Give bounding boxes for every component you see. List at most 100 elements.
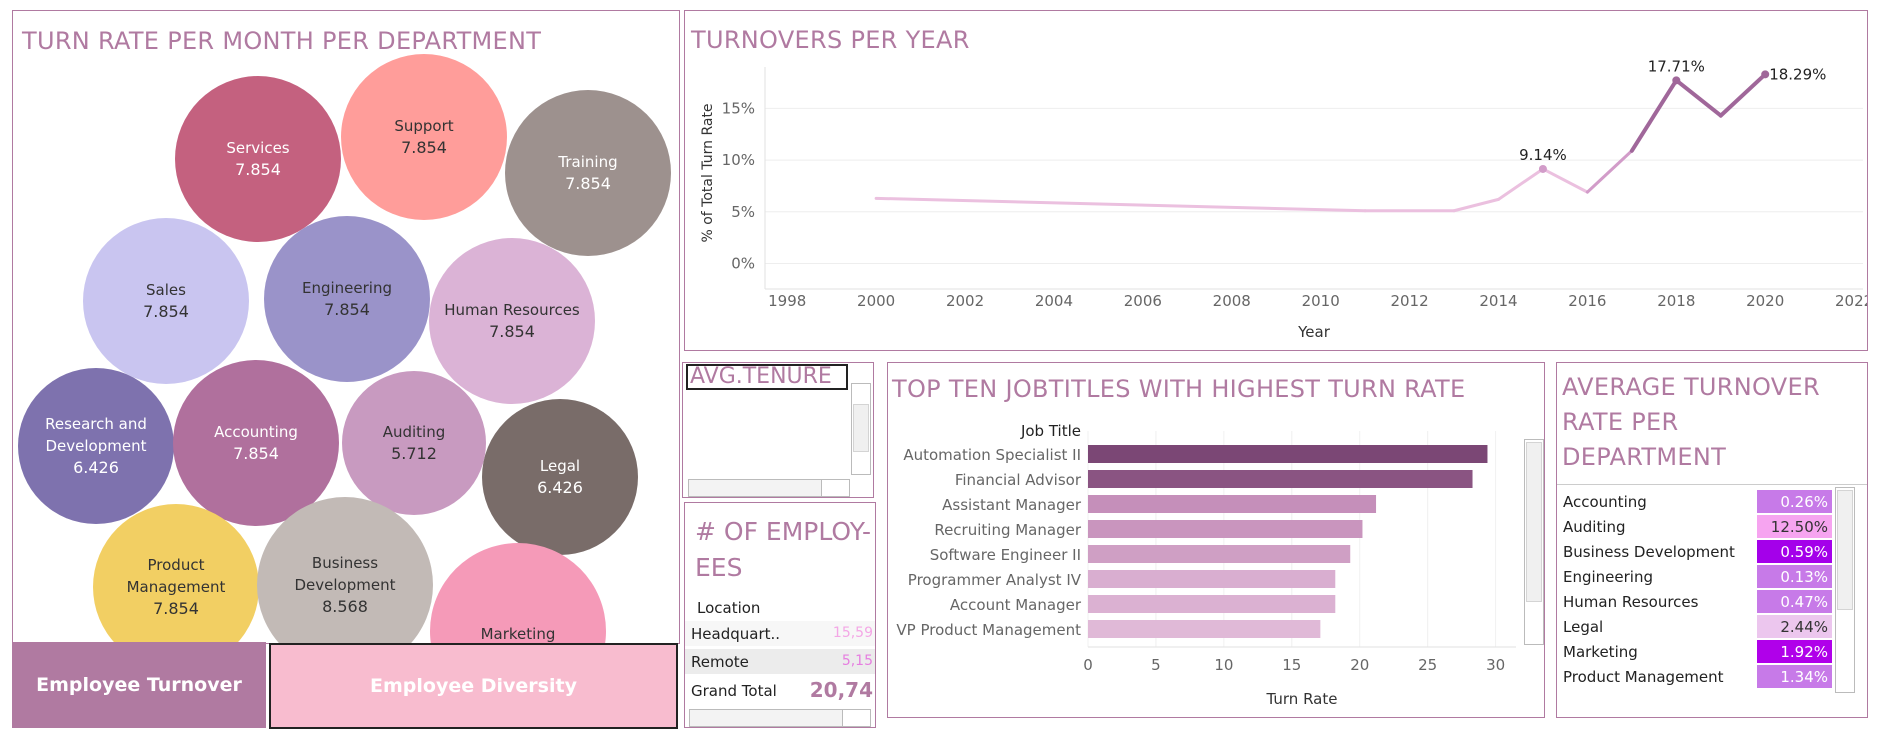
bubble-research-and-development: Research and Development 6.426	[18, 368, 174, 524]
bubble-product-management: Product Management 7.854	[93, 504, 259, 643]
y-tick-label: 0%	[731, 254, 755, 272]
bubble-value: 7.854	[143, 302, 189, 321]
category-header: Job Title	[1020, 422, 1081, 440]
employees-horizontal-scrollbar[interactable]	[689, 709, 871, 727]
avg-tenure-vertical-scrollbar[interactable]	[851, 383, 871, 475]
line-chart-title: TURNOVERS PER YEAR	[691, 26, 970, 54]
x-axis-label: Turn Rate	[1266, 690, 1338, 708]
bubble-label: Auditing	[383, 423, 446, 441]
bar-category-label: Automation Specialist II	[903, 446, 1081, 464]
bar-category-label: Account Manager	[950, 596, 1082, 614]
x-tick-label: 10	[1214, 656, 1233, 674]
bar-category-label: VP Product Management	[896, 621, 1081, 639]
dept-turnover-panel: AVERAGE TURNOVER RATE PER DEPARTMENT Acc…	[1556, 362, 1868, 718]
dept-row-auditing: Auditing 12.50%	[1557, 514, 1837, 539]
bar-category-label: Recruiting Manager	[934, 521, 1081, 539]
bubble-label: Accounting	[214, 423, 298, 441]
dept-label: Marketing	[1563, 643, 1638, 661]
avg-tenure-horizontal-scrollbar[interactable]	[688, 479, 850, 497]
dept-rate-cell: 0.47%	[1757, 590, 1832, 613]
bubble-chart: Services7.854Support7.854Training7.854Sa…	[18, 54, 671, 643]
employees-title-line1: # OF EMPLOY-	[695, 517, 872, 546]
bubble-accounting: Accounting 7.854	[173, 360, 339, 526]
bubble-label: Management	[127, 578, 226, 596]
bar-chart: 0 5 10 15 20 25 30 Job Title Automation Speciali…	[896, 422, 1516, 708]
data-label: 9.14%	[1519, 146, 1567, 164]
bubble-label: Legal	[540, 457, 580, 475]
dept-row-legal: Legal 2.44%	[1557, 614, 1837, 639]
bar-programmer-analyst-iv	[1088, 570, 1336, 588]
y-tick-label: 10%	[722, 151, 755, 169]
x-tick-label: 2000	[857, 292, 895, 310]
employee-diversity-button[interactable]: Employee Diversity	[269, 643, 678, 729]
bubble-label: Business	[312, 554, 378, 572]
dept-row-marketing: Marketing 1.92%	[1557, 639, 1837, 664]
bubble-label: Research and	[45, 415, 147, 433]
dept-rate-cell: 1.92%	[1757, 640, 1832, 663]
line-segment	[1718, 72, 1768, 118]
bubble-label: Support	[394, 117, 453, 135]
employees-location-header: Location	[697, 599, 761, 617]
bar-category-label: Programmer Analyst IV	[908, 571, 1082, 589]
bubble-value: 7.854	[233, 444, 279, 463]
avg-tenure-panel: AVG.TENURE	[682, 362, 874, 498]
dept-label: Human Resources	[1563, 593, 1699, 611]
bubble-value: 7.854	[153, 599, 199, 618]
x-tick-label: 20	[1350, 656, 1369, 674]
bar-category-label: Software Engineer II	[930, 546, 1081, 564]
x-tick-label: 2004	[1035, 292, 1073, 310]
dept-row-engineering: Engineering 0.13%	[1557, 564, 1837, 589]
x-axis-label: Year	[1297, 323, 1331, 341]
turnovers-per-year-panel: TURNOVERS PER YEAR 0% 5% 10% 15% 1998 2000 200…	[684, 10, 1868, 351]
y-axis-label: % of Total Turn Rate	[700, 103, 716, 242]
y-tick-label: 15%	[722, 99, 755, 117]
x-tick-label: 30	[1486, 656, 1505, 674]
bubble-label: Engineering	[302, 279, 392, 297]
bubble-chart-title: TURN RATE PER MONTH PER DEPARTMENT	[22, 27, 542, 55]
bubble-value: 7.854	[235, 160, 281, 179]
bar-recruiting-manager	[1088, 520, 1363, 538]
dept-rate-cell: 0.26%	[1757, 490, 1832, 513]
bubble-value: 5.712	[391, 444, 437, 463]
bubble-value: 6.426	[537, 478, 583, 497]
bar-account-manager	[1088, 595, 1336, 613]
x-tick-label: 15	[1282, 656, 1301, 674]
bubble-training: Training 7.854	[505, 90, 671, 256]
dept-heatmap-table: Accounting 0.26% Auditing 12.50% Business De…	[1557, 484, 1867, 717]
avg-tenure-title: AVG.TENURE	[686, 364, 848, 390]
dept-title-line1: AVERAGE TURNOVER	[1562, 373, 1820, 401]
bubble-auditing: Auditing 5.712	[342, 371, 486, 515]
bubble-services: Services 7.854	[175, 76, 341, 242]
line-point	[1672, 76, 1681, 85]
dept-rate-cell: 12.50%	[1757, 515, 1832, 538]
dept-vertical-scrollbar[interactable]	[1835, 487, 1855, 693]
x-tick-label: 2002	[946, 292, 984, 310]
line-segment	[1452, 197, 1500, 213]
dept-row-accounting: Accounting 0.26%	[1557, 489, 1837, 514]
employees-panel: # OF EMPLOY- EES Location Headquart.. 15…	[684, 502, 876, 728]
bubble-value: 6.426	[73, 458, 119, 477]
bubble-label: Marketing	[481, 625, 556, 643]
bubble-engineering: Engineering 7.854	[264, 216, 430, 382]
line-chart: 0% 5% 10% 15% 1998 2000 2002 2004 2006 2008 2010 20…	[700, 57, 1868, 341]
bubble-chart-panel: TURN RATE PER MONTH PER DEPARTMENT Servi…	[12, 10, 680, 644]
employee-turnover-button[interactable]: Employee Turnover	[12, 642, 266, 728]
dept-label: Engineering	[1563, 568, 1653, 586]
bubble-label: Training	[557, 153, 617, 171]
dept-label: Legal	[1563, 618, 1604, 636]
bar-assistant-manager	[1088, 495, 1377, 513]
bubble-label: Development	[46, 437, 147, 455]
dept-label: Auditing	[1563, 518, 1626, 536]
bubble-value: 8.568	[322, 597, 368, 616]
line-point	[1761, 70, 1770, 79]
x-tick-label: 2012	[1390, 292, 1428, 310]
bubble-legal: Legal 6.426	[482, 399, 638, 555]
x-tick-label: 0	[1083, 656, 1093, 674]
dept-rate-cell: 0.59%	[1757, 540, 1832, 563]
bubble-label: Services	[226, 139, 289, 157]
bar-category-label: Financial Advisor	[955, 471, 1082, 489]
line-segment	[1674, 78, 1723, 118]
x-tick-label: 2016	[1568, 292, 1606, 310]
bar-chart-vertical-scrollbar[interactable]	[1524, 439, 1544, 645]
x-tick-label: 2022	[1835, 292, 1868, 310]
